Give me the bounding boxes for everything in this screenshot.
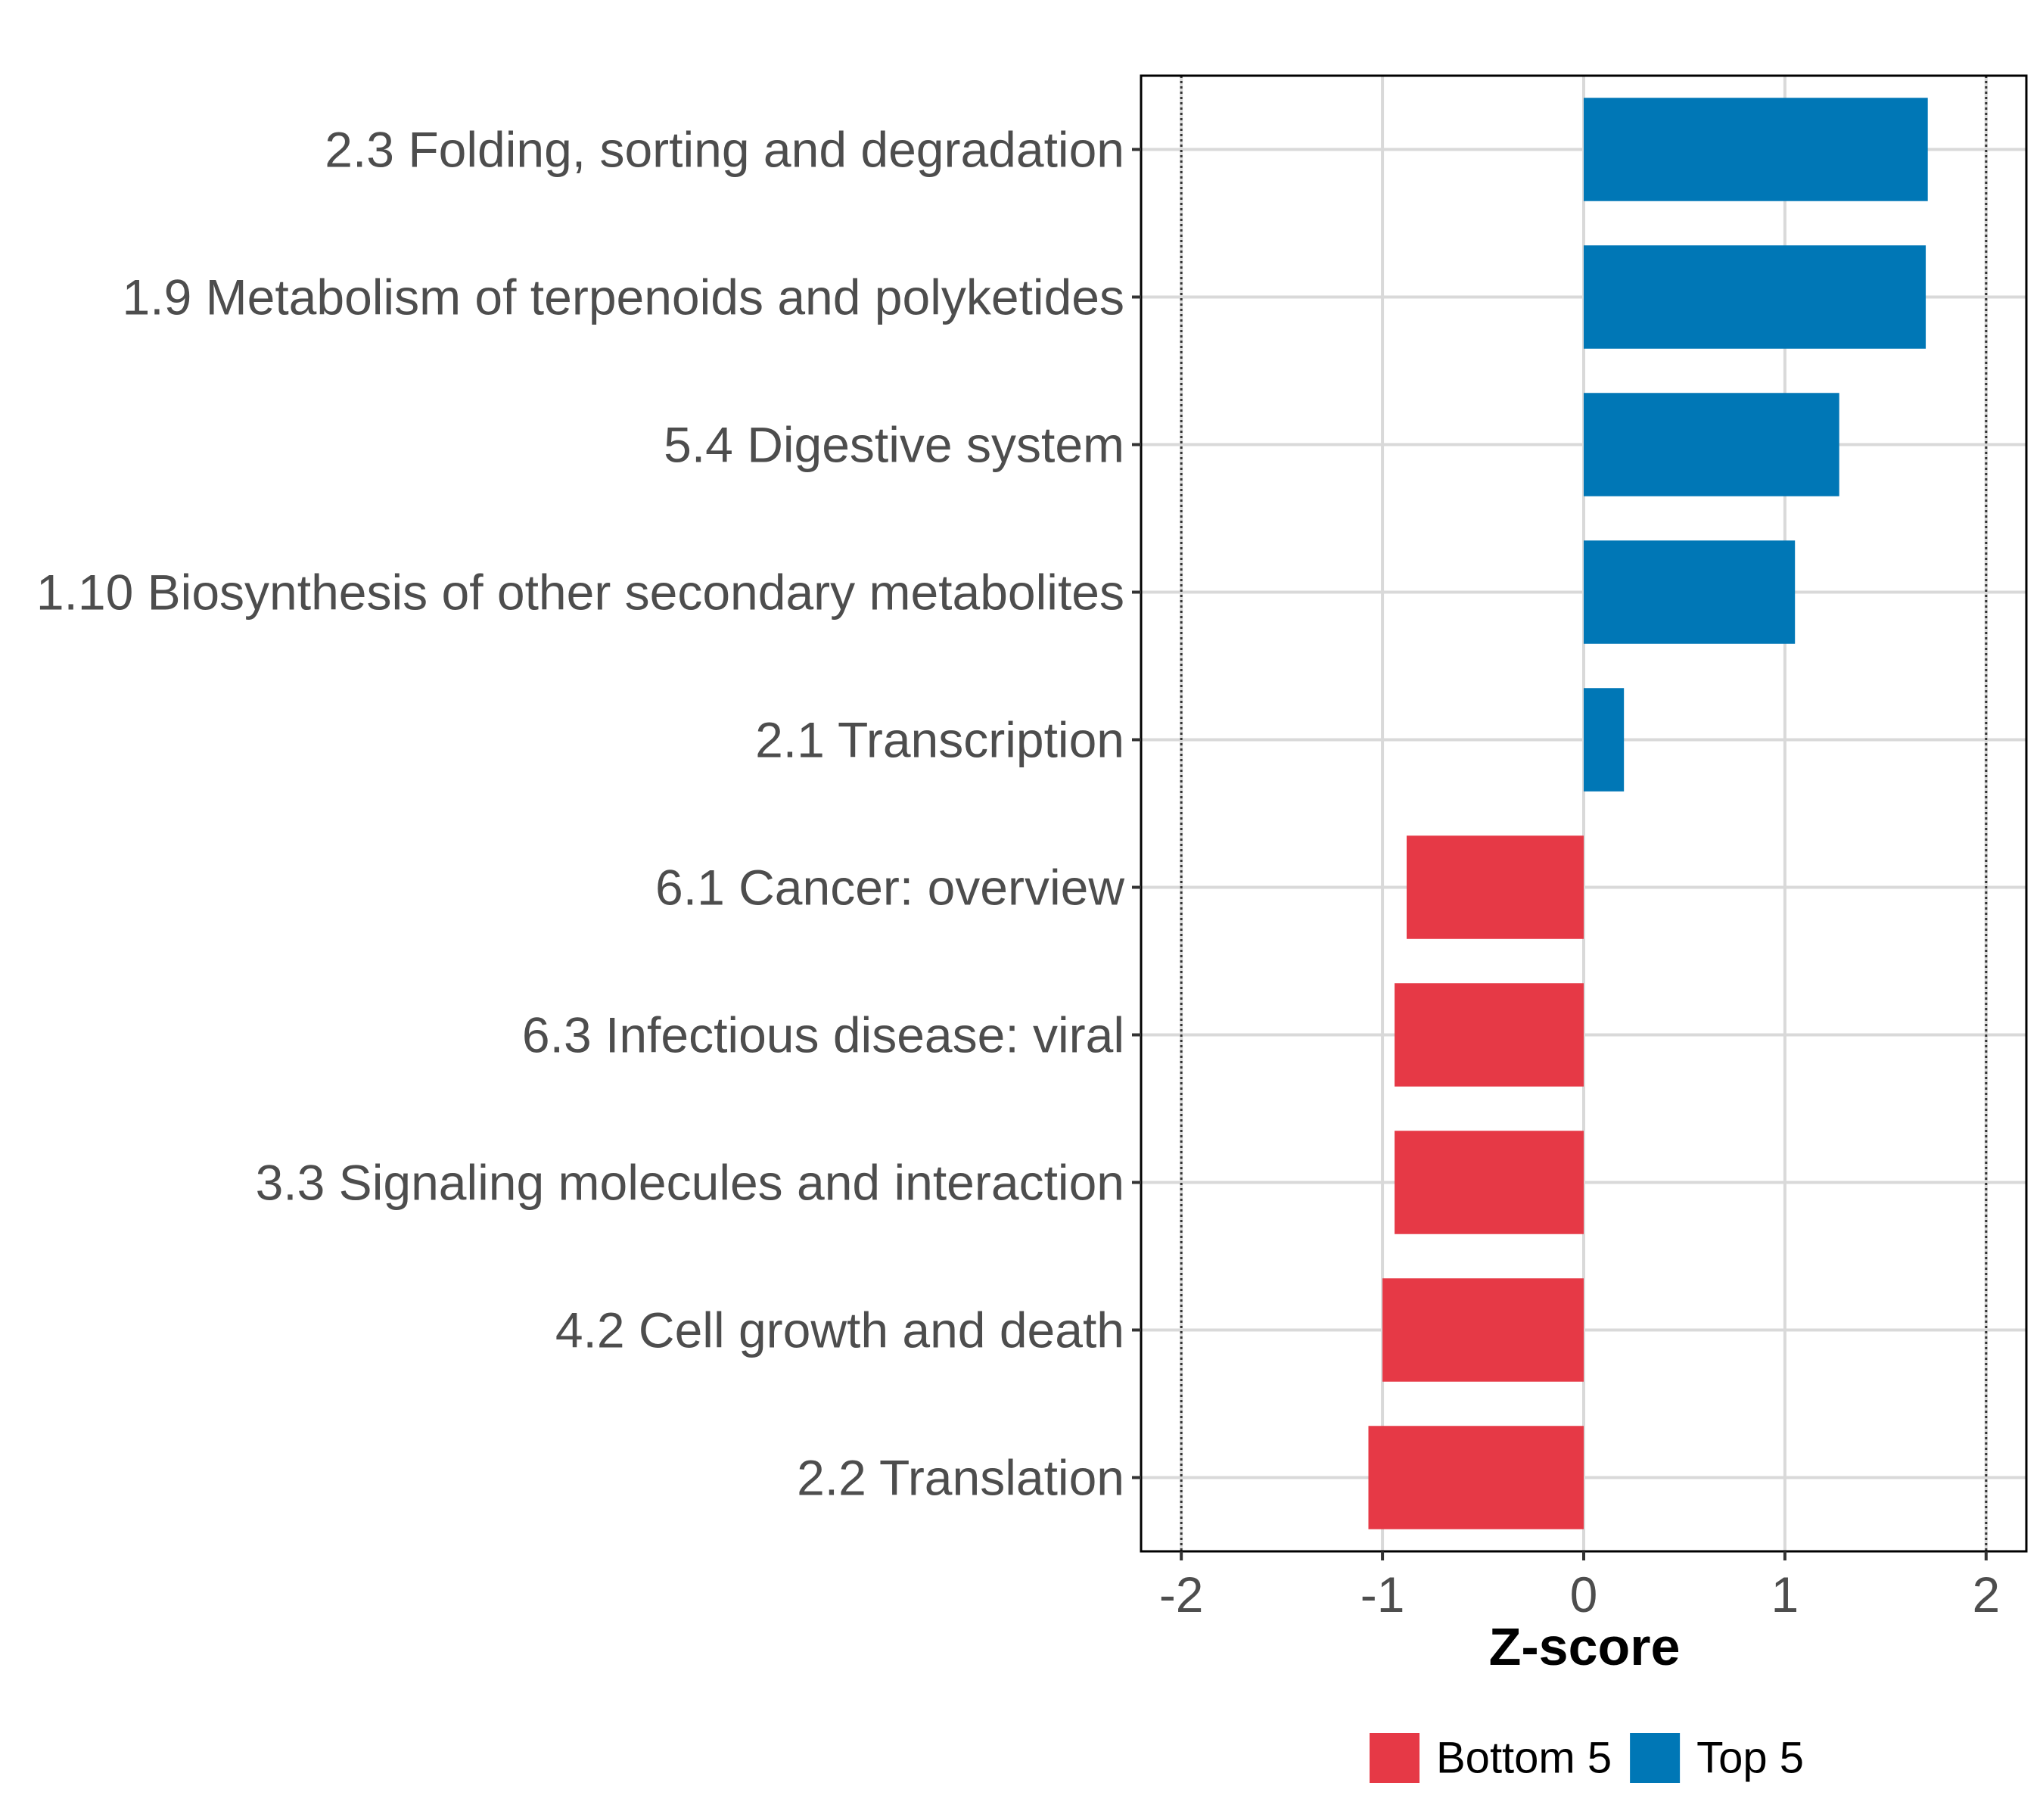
bar-layer [1368, 98, 1928, 1529]
reference-lines [1180, 76, 1988, 1551]
bar-4 [1584, 688, 1625, 792]
y-tick-label-3: 1.10 Biosynthesis of other secondary met… [36, 565, 1124, 621]
x-axis-title: Z-score [1489, 1617, 1681, 1676]
y-tick-label-5: 6.1 Cancer: overview [655, 860, 1124, 916]
bar-1 [1584, 245, 1926, 349]
y-tick-label-1: 1.9 Metabolism of terpenoids and polyket… [123, 269, 1124, 325]
x-tick-label-1: -1 [1360, 1566, 1405, 1622]
bar-9 [1368, 1426, 1584, 1529]
bar-0 [1584, 98, 1928, 201]
legend-key-1 [1630, 1733, 1681, 1783]
bar-3 [1584, 540, 1796, 644]
x-axis: -2 -1 0 1 2 [1159, 1551, 2000, 1622]
y-tick-label-8: 4.2 Cell growth and death [555, 1302, 1124, 1358]
y-tick-label-0: 2.3 Folding, sorting and degradation [325, 122, 1124, 178]
x-tick-label-0: -2 [1159, 1566, 1204, 1622]
legend-label-0: Bottom 5 [1436, 1734, 1612, 1783]
y-tick-label-2: 5.4 Digestive system [664, 417, 1124, 473]
y-tick-label-4: 2.1 Transcription [755, 712, 1124, 768]
legend: Bottom 5 Top 5 [1370, 1733, 1804, 1783]
bar-7 [1395, 1131, 1584, 1234]
y-axis: 2.3 Folding, sorting and degradation 1.9 … [36, 122, 1141, 1506]
bar-5 [1407, 835, 1584, 939]
y-tick-label-7: 3.3 Signaling molecules and interaction [256, 1155, 1124, 1211]
x-tick-label-2: 0 [1570, 1566, 1598, 1622]
bar-2 [1584, 393, 1839, 496]
legend-label-1: Top 5 [1696, 1734, 1804, 1783]
legend-key-0 [1370, 1733, 1420, 1783]
bar-8 [1382, 1278, 1584, 1382]
bar-6 [1395, 983, 1584, 1087]
x-tick-label-3: 1 [1771, 1566, 1799, 1622]
y-tick-label-6: 6.3 Infectious disease: viral [522, 1007, 1124, 1063]
x-tick-label-4: 2 [1972, 1566, 2000, 1622]
y-tick-label-9: 2.2 Translation [797, 1450, 1124, 1506]
